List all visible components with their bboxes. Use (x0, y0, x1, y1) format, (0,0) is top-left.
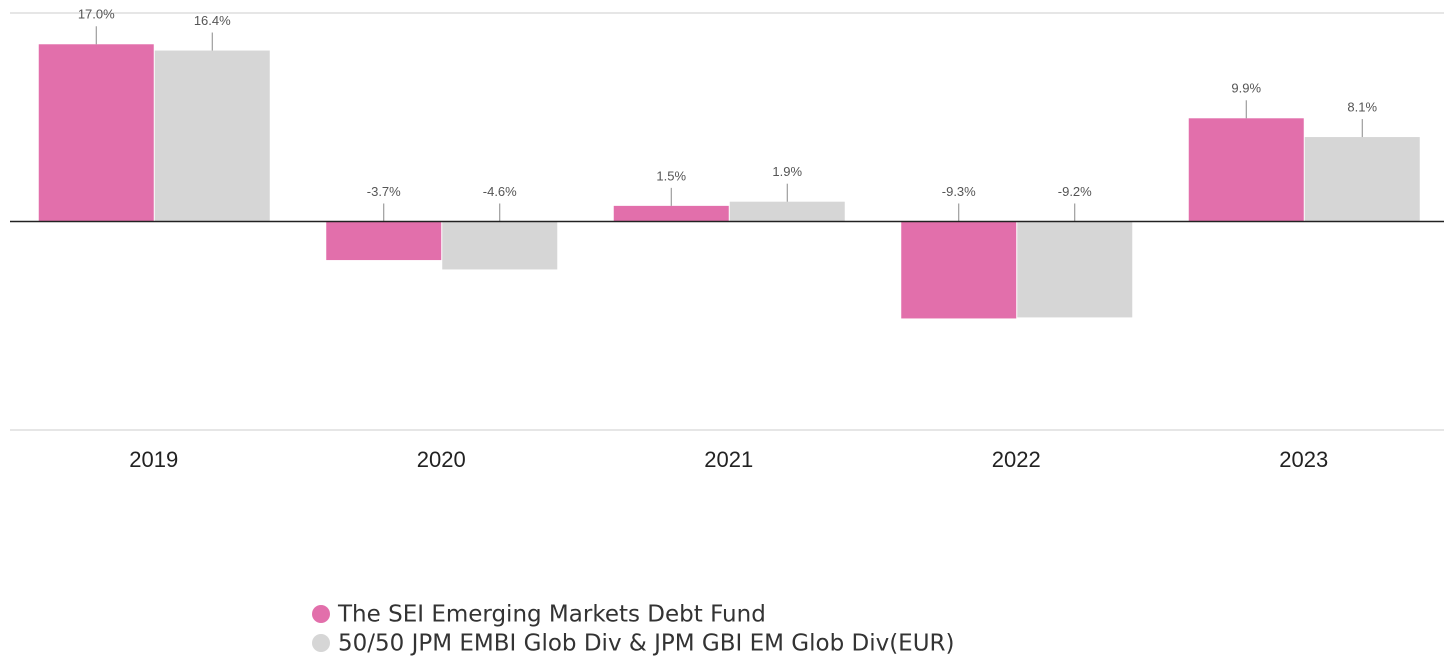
value-label: 8.1% (1347, 99, 1377, 114)
legend-marker (312, 605, 330, 623)
bar (1304, 137, 1420, 222)
value-label: 17.0% (78, 7, 115, 22)
bar (729, 201, 845, 222)
bar (613, 205, 729, 222)
value-label: 9.9% (1231, 81, 1261, 96)
legend-marker (312, 634, 330, 652)
x-tick-label: 2022 (992, 447, 1041, 472)
value-label: 1.5% (656, 168, 686, 183)
x-tick-label: 2023 (1279, 447, 1328, 472)
value-label: -9.2% (1058, 184, 1092, 199)
value-label: -3.7% (367, 184, 401, 199)
bar (38, 44, 154, 222)
bar (1188, 118, 1304, 222)
legend-label: 50/50 JPM EMBI Glob Div & JPM GBI EM Glo… (338, 631, 955, 657)
bar (442, 221, 558, 270)
x-tick-label: 2019 (129, 447, 178, 472)
bar (1017, 221, 1133, 318)
value-label: 16.4% (194, 13, 231, 28)
x-tick-label: 2021 (704, 447, 753, 472)
bar (901, 221, 1017, 319)
x-tick-label: 2020 (417, 447, 466, 472)
value-label: 1.9% (772, 164, 802, 179)
legend-label: The SEI Emerging Markets Debt Fund (337, 602, 766, 628)
bar (154, 50, 270, 222)
bar (326, 221, 442, 261)
value-label: -4.6% (483, 184, 517, 199)
value-label: -9.3% (942, 184, 976, 199)
